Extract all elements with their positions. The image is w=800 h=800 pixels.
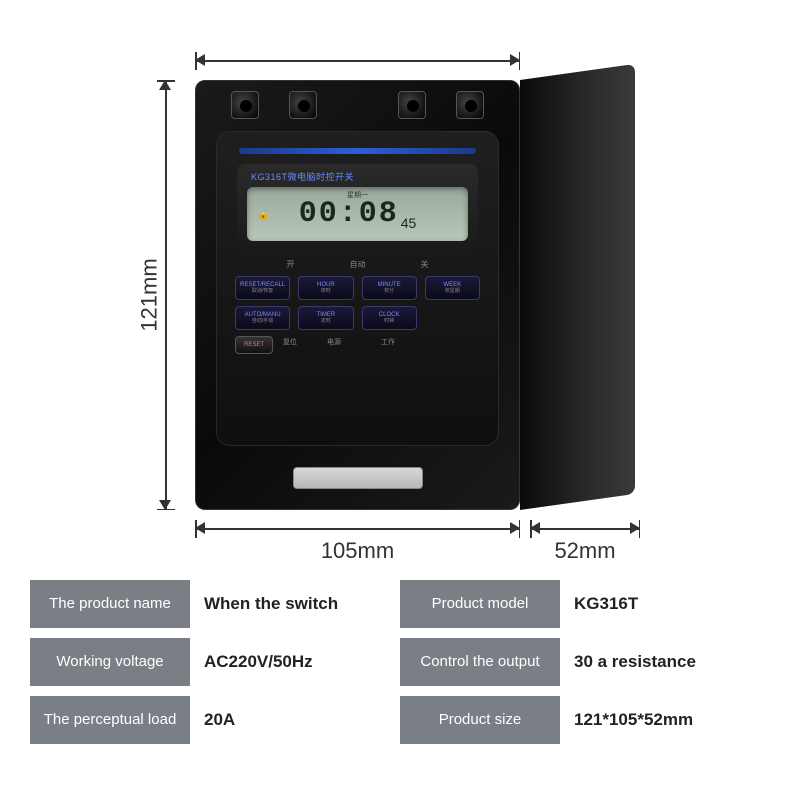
spec-table: The product name When the switch Product… xyxy=(30,580,770,754)
spec-label: The perceptual load xyxy=(30,696,190,744)
terminal-screw xyxy=(289,91,317,119)
device-render: KG316T微电脑时控开关 星期一 🔒 00:08 45 开 自动 关 RE xyxy=(195,80,635,510)
lcd-display: 星期一 🔒 00:08 45 xyxy=(247,187,468,241)
spec-label: Product size xyxy=(400,696,560,744)
device-face-panel: KG316T微电脑时控开关 星期一 🔒 00:08 45 开 自动 关 RE xyxy=(216,131,499,446)
accent-strip xyxy=(239,148,476,154)
mode-label-row: 开 自动 关 xyxy=(259,259,456,270)
clock-button[interactable]: CLOCK 时钟 xyxy=(362,306,417,330)
dimension-depth-label: 52mm xyxy=(530,538,640,564)
power-indicator-label: 电源 xyxy=(327,337,341,347)
btn-label: RESET xyxy=(244,342,264,348)
device-front-panel: KG316T微电脑时控开关 星期一 🔒 00:08 45 开 自动 关 RE xyxy=(195,80,520,510)
indicator-row: 电源 工作 xyxy=(327,337,395,347)
spec-label: Product model xyxy=(400,580,560,628)
spec-label: The product name xyxy=(30,580,190,628)
mode-off-label: 关 xyxy=(421,259,429,270)
btn-sublabel: 校分 xyxy=(384,289,394,294)
table-row: Working voltage AC220V/50Hz Control the … xyxy=(30,638,770,686)
hour-button[interactable]: HOUR 校时 xyxy=(298,276,353,300)
reset-recall-button[interactable]: RESET/RECALL 取消/恢复 xyxy=(235,276,290,300)
table-row: The perceptual load 20A Product size 121… xyxy=(30,696,770,744)
btn-sublabel: 校星期 xyxy=(445,289,460,294)
empty-cell xyxy=(425,306,480,330)
dimension-width-label: 105mm xyxy=(195,538,520,564)
spec-value: AC220V/50Hz xyxy=(190,638,400,686)
terminal-screw xyxy=(398,91,426,119)
btn-sublabel: 校时 xyxy=(321,289,331,294)
spec-value: 30 a resistance xyxy=(560,638,770,686)
lcd-week-text: 星期一 xyxy=(347,190,368,200)
work-indicator-label: 工作 xyxy=(381,337,395,347)
lcd-frame: KG316T微电脑时控开关 星期一 🔒 00:08 45 xyxy=(237,164,478,249)
dimension-height: 121mm xyxy=(155,80,179,510)
device-model-text: KG316T微电脑时控开关 xyxy=(247,170,468,183)
spec-value: KG316T xyxy=(560,580,770,628)
dimension-width: 105mm xyxy=(195,520,520,550)
terminal-screw xyxy=(231,91,259,119)
lcd-time-sec: 45 xyxy=(401,215,417,231)
lcd-time-main: 00:08 xyxy=(299,197,399,231)
terminal-row-top xyxy=(196,81,519,126)
btn-sublabel: 时钟 xyxy=(384,319,394,324)
lock-icon: 🔒 xyxy=(257,209,269,220)
spec-value: When the switch xyxy=(190,580,400,628)
mode-auto-label: 自动 xyxy=(350,259,366,270)
device-side-panel xyxy=(520,64,635,510)
btn-sublabel: 定时 xyxy=(321,319,331,324)
dimension-height-label: 121mm xyxy=(137,258,163,331)
spec-value: 20A xyxy=(190,696,400,744)
spec-label: Control the output xyxy=(400,638,560,686)
week-button[interactable]: WEEK 校星期 xyxy=(425,276,480,300)
reset-button[interactable]: RESET xyxy=(235,336,273,354)
timer-button[interactable]: TIMER 定时 xyxy=(298,306,353,330)
dimension-top-bar xyxy=(195,50,520,74)
terminal-screw xyxy=(456,91,484,119)
dimension-depth: 52mm xyxy=(530,520,640,550)
table-row: The product name When the switch Product… xyxy=(30,580,770,628)
mode-on-label: 开 xyxy=(287,259,295,270)
reset-cn-label: 复位 xyxy=(283,337,297,347)
rating-plate xyxy=(293,467,423,489)
btn-sublabel: 取消/恢复 xyxy=(252,289,273,294)
product-diagram-area: 121mm 105mm 52mm xyxy=(0,20,800,580)
btn-sublabel: 自动/手动 xyxy=(252,319,273,324)
spec-label: Working voltage xyxy=(30,638,190,686)
button-grid: RESET/RECALL 取消/恢复 HOUR 校时 MINUTE 校分 WEE… xyxy=(235,276,480,330)
spec-value: 121*105*52mm xyxy=(560,696,770,744)
auto-manu-button[interactable]: AUTO/MANU 自动/手动 xyxy=(235,306,290,330)
minute-button[interactable]: MINUTE 校分 xyxy=(362,276,417,300)
